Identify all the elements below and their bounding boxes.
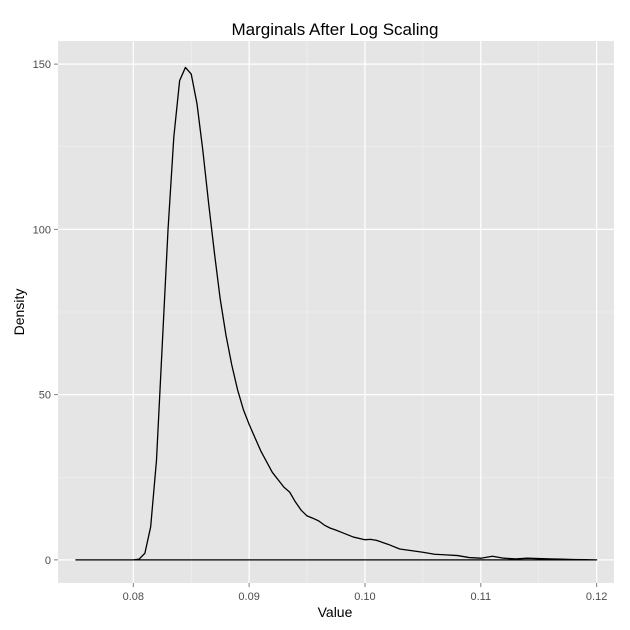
x-axis-ticks: 0.08 0.09 0.10 0.11 0.12 xyxy=(123,583,607,603)
chart-title: Marginals After Log Scaling xyxy=(232,20,439,39)
y-tick-label: 150 xyxy=(33,59,51,71)
x-axis-label: Value xyxy=(318,604,353,620)
x-tick-label: 0.10 xyxy=(354,591,375,603)
series-layer xyxy=(75,66,598,561)
major-gridlines xyxy=(58,41,614,583)
y-tick-label: 0 xyxy=(45,555,51,567)
y-tick-label: 100 xyxy=(33,224,51,236)
minor-gridlines xyxy=(58,41,614,583)
y-axis-label: Density xyxy=(11,289,27,336)
x-tick-label: 0.11 xyxy=(470,591,491,603)
y-tick-label: 50 xyxy=(39,390,51,402)
x-tick-label: 0.09 xyxy=(238,591,259,603)
x-tick-label: 0.12 xyxy=(586,591,607,603)
density-series-line xyxy=(75,66,598,561)
x-tick-label: 0.08 xyxy=(123,591,144,603)
y-axis-ticks: 0 50 100 150 xyxy=(33,59,58,567)
